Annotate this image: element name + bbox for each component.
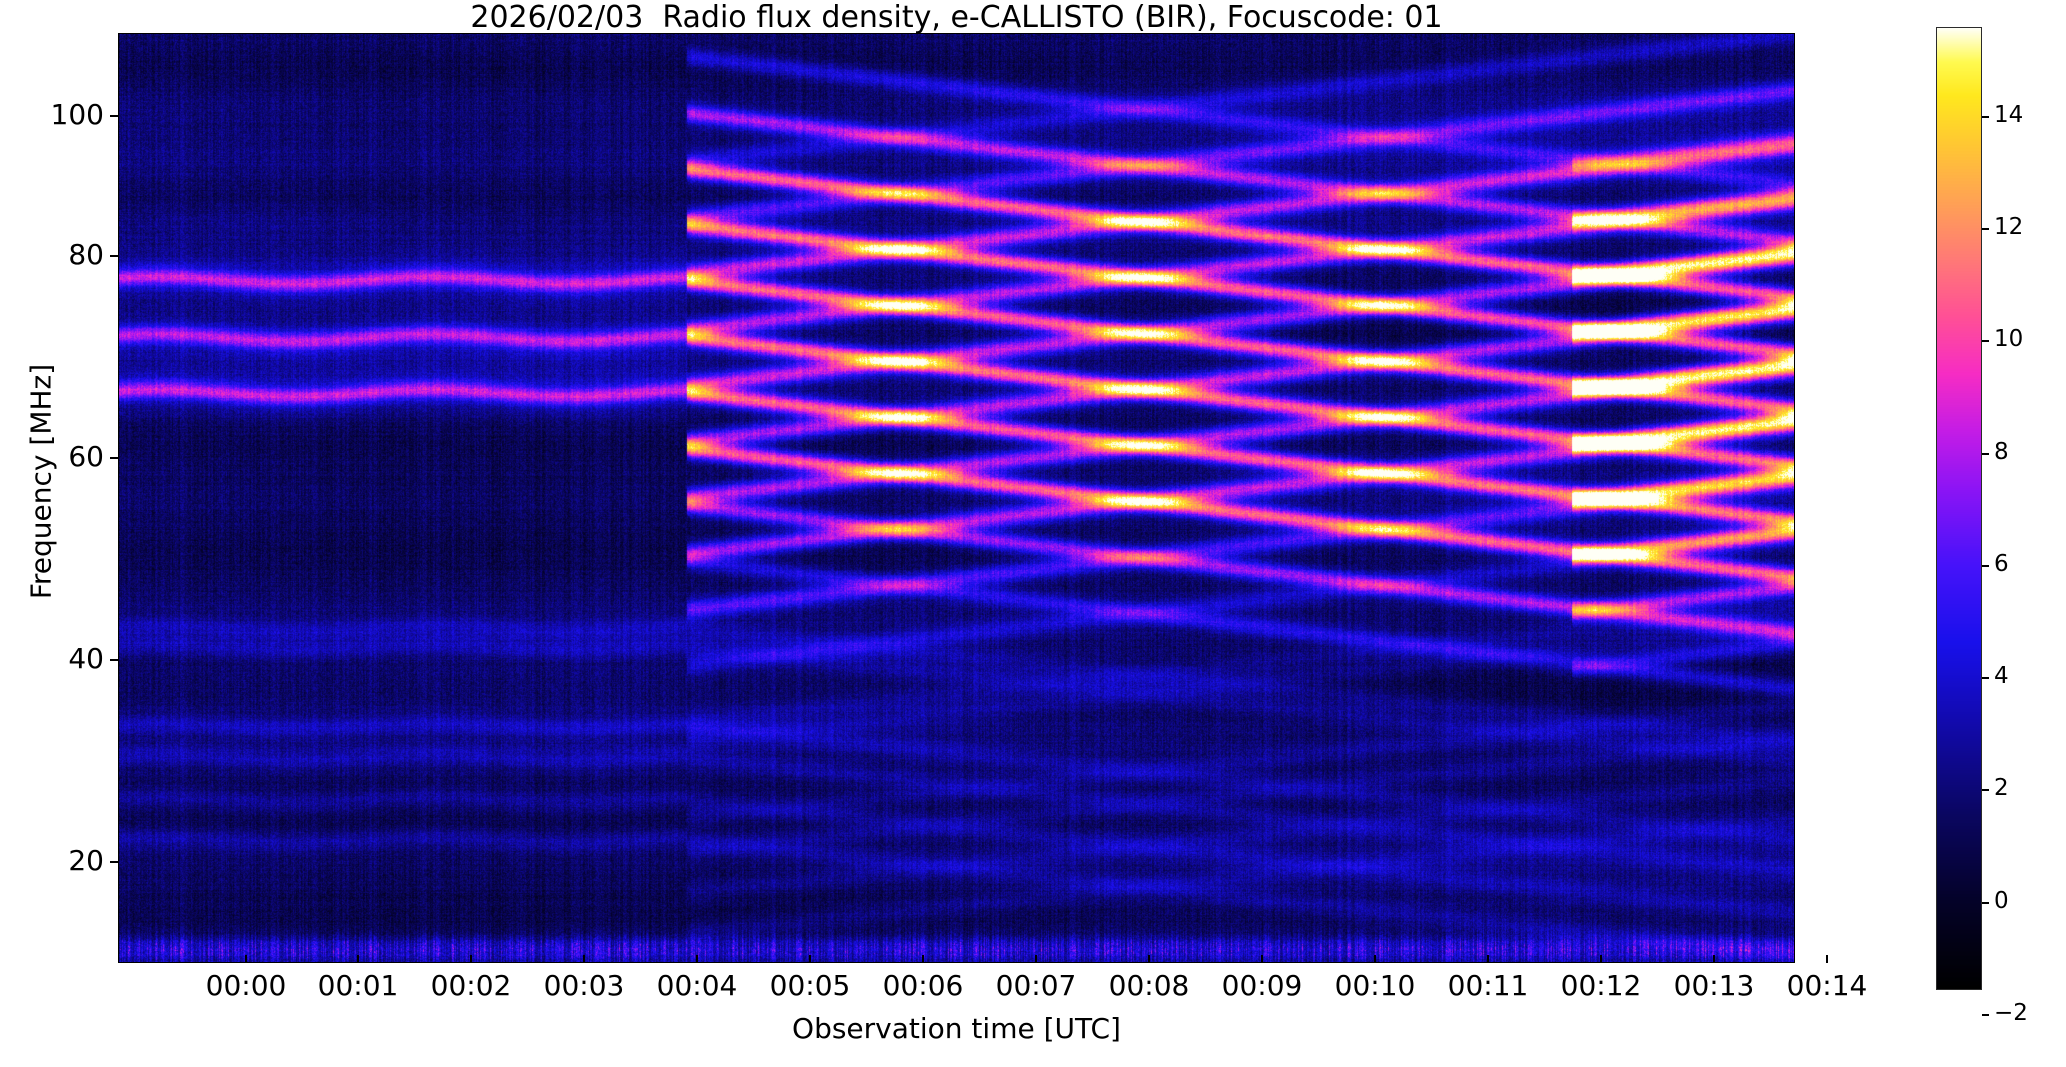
x-tick-label: 00:05 xyxy=(769,969,851,1002)
y-tick-line xyxy=(110,861,118,863)
colorbar-tick-label: 10 xyxy=(1994,326,2024,352)
y-tick-label: 80 xyxy=(68,238,104,271)
x-tick-line xyxy=(1035,955,1037,963)
y-tick-line xyxy=(110,659,118,661)
y-tick-line xyxy=(110,115,118,117)
colorbar-tick-label: 14 xyxy=(1994,102,2024,128)
x-tick-line xyxy=(1713,955,1715,963)
y-axis-label: Frequency [MHz] xyxy=(24,363,58,600)
x-tick-label: 00:01 xyxy=(317,969,399,1002)
colorbar[interactable] xyxy=(1936,27,1982,990)
x-tick-label: 00:12 xyxy=(1560,969,1642,1002)
x-tick-line xyxy=(1261,955,1263,963)
x-tick-line xyxy=(245,955,247,963)
x-tick-line xyxy=(1826,955,1828,963)
colorbar-tick-label: −2 xyxy=(1994,1000,2028,1026)
colorbar-tick-line xyxy=(1982,453,1989,455)
x-axis-label: Observation time [UTC] xyxy=(792,1012,1121,1045)
colorbar-tick-label: 0 xyxy=(1994,888,2009,914)
x-tick-line xyxy=(696,955,698,963)
y-tick-label: 60 xyxy=(68,440,104,473)
x-tick-line xyxy=(1374,955,1376,963)
y-tick-line xyxy=(110,457,118,459)
colorbar-tick-line xyxy=(1982,789,1989,791)
colorbar-tick-line xyxy=(1982,565,1989,567)
x-tick-label: 00:04 xyxy=(656,969,738,1002)
x-tick-line xyxy=(1600,955,1602,963)
x-tick-label: 00:14 xyxy=(1786,969,1868,1002)
x-tick-line xyxy=(470,955,472,963)
x-tick-line xyxy=(809,955,811,963)
x-tick-line xyxy=(583,955,585,963)
colorbar-tick-label: 6 xyxy=(1994,551,2009,577)
colorbar-tick-line xyxy=(1982,1014,1989,1016)
x-tick-label: 00:03 xyxy=(543,969,625,1002)
y-tick-label: 40 xyxy=(68,642,104,675)
colorbar-tick-line xyxy=(1982,228,1989,230)
x-tick-label: 00:11 xyxy=(1447,969,1529,1002)
x-tick-label: 00:09 xyxy=(1221,969,1303,1002)
page-title: 2026/02/03 Radio flux density, e-CALLIST… xyxy=(470,0,1443,35)
x-tick-label: 00:13 xyxy=(1673,969,1755,1002)
x-tick-label: 00:02 xyxy=(430,969,512,1002)
x-tick-label: 00:08 xyxy=(1108,969,1190,1002)
colorbar-tick-label: 12 xyxy=(1994,214,2024,240)
colorbar-tick-line xyxy=(1982,677,1989,679)
colorbar-tick-line xyxy=(1982,902,1989,904)
colorbar-gradient xyxy=(1937,28,1981,989)
colorbar-tick-label: 2 xyxy=(1994,775,2009,801)
spectrogram-image[interactable] xyxy=(119,34,1794,962)
colorbar-tick-line xyxy=(1982,340,1989,342)
y-tick-label: 20 xyxy=(68,844,104,877)
colorbar-tick-label: 8 xyxy=(1994,439,2009,465)
spectrogram-axes[interactable] xyxy=(118,33,1795,963)
x-tick-line xyxy=(1148,955,1150,963)
colorbar-tick-line xyxy=(1982,116,1989,118)
x-tick-line xyxy=(1487,955,1489,963)
x-tick-line xyxy=(357,955,359,963)
colorbar-tick-label: 4 xyxy=(1994,663,2009,689)
y-tick-line xyxy=(110,255,118,257)
x-tick-label: 00:10 xyxy=(1334,969,1416,1002)
x-tick-label: 00:07 xyxy=(995,969,1077,1002)
x-tick-label: 00:00 xyxy=(205,969,287,1002)
x-tick-label: 00:06 xyxy=(882,969,964,1002)
x-tick-line xyxy=(922,955,924,963)
y-tick-label: 100 xyxy=(50,98,104,131)
